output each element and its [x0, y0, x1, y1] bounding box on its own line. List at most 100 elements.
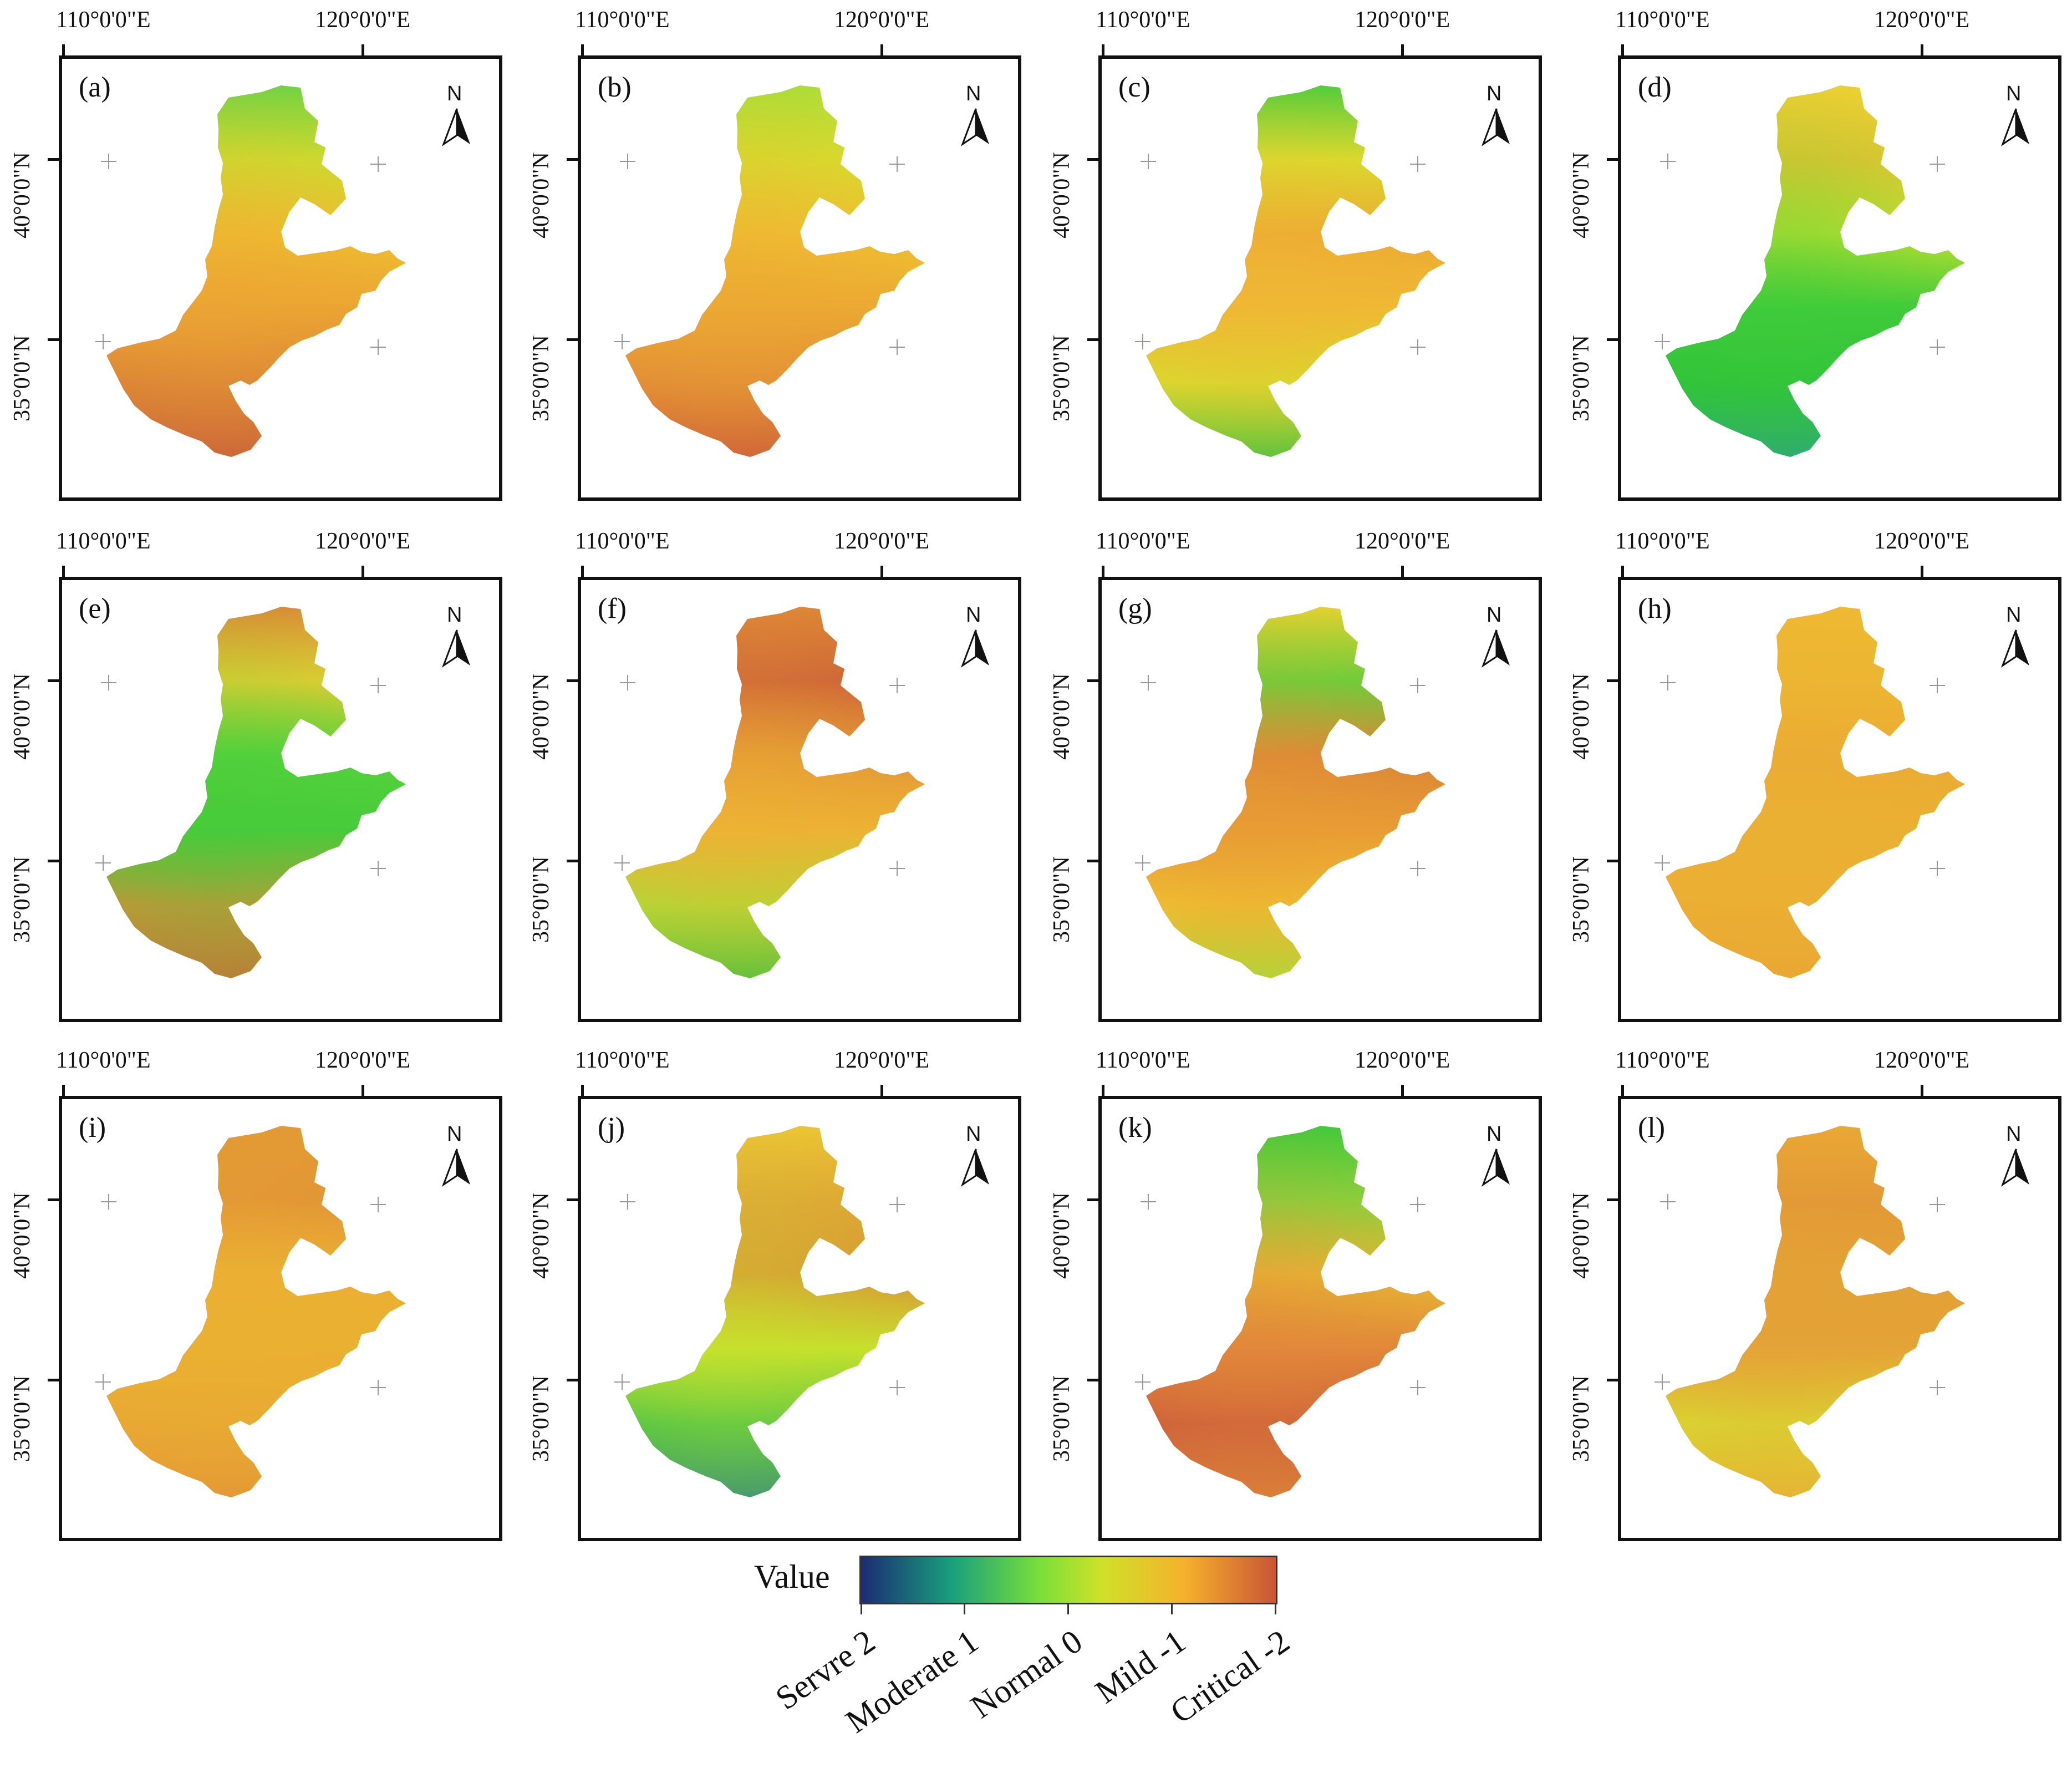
north-label: N	[2006, 82, 2022, 105]
north-arrow-icon: N	[1479, 82, 1523, 165]
lat-label-35n: 35°0'0"N	[1569, 1375, 1594, 1462]
axis-tick	[1607, 1379, 1618, 1381]
axis-tick	[1087, 338, 1098, 341]
axis-tick	[880, 566, 883, 577]
lon-label-120e: 120°0'0"E	[834, 1048, 930, 1073]
axis-tick	[567, 679, 578, 682]
north-arrow-icon: N	[439, 1122, 483, 1206]
map-panel: 110°0'0"E 120°0'0"E 40°0'0"N 35°0'0"N (c) N	[1049, 7, 1542, 501]
panel-label: (b)	[598, 72, 632, 103]
graticule-crosses	[95, 675, 386, 876]
legend: Value Servre 2 Moderate 1 Normal 0 Mild …	[754, 1556, 1364, 1773]
lat-label-40n: 40°0'0"N	[1569, 673, 1594, 760]
axis-tick	[1401, 1085, 1404, 1096]
map-panel: 110°0'0"E 120°0'0"E 40°0'0"N 35°0'0"N (h) N	[1569, 529, 2061, 1022]
map-panel: 110°0'0"E 120°0'0"E 40°0'0"N 35°0'0"N (k) N	[1049, 1048, 1542, 1541]
lat-label-35n: 35°0'0"N	[9, 335, 35, 421]
region-map	[1135, 1126, 1445, 1497]
north-arrow-icon: N	[1479, 603, 1523, 687]
axis-tick	[1607, 679, 1618, 682]
lat-label-35n: 35°0'0"N	[528, 856, 554, 943]
axis-tick	[1607, 338, 1618, 341]
north-label: N	[1486, 1122, 1502, 1146]
graticule-crosses	[614, 675, 905, 876]
axis-tick	[1921, 566, 1923, 577]
north-label: N	[2006, 1122, 2022, 1146]
axis-tick	[62, 44, 65, 55]
region-map	[614, 1126, 925, 1497]
legend-tick	[861, 1604, 862, 1614]
lon-label-120e: 120°0'0"E	[1874, 529, 1970, 554]
lat-label-40n: 40°0'0"N	[1569, 152, 1594, 238]
axis-tick	[48, 338, 59, 341]
map-panel: 110°0'0"E 120°0'0"E 40°0'0"N 35°0'0"N (f) N	[528, 529, 1021, 1022]
region-shading	[1666, 607, 1965, 978]
region-shading	[625, 1126, 925, 1497]
panel-label: (e)	[79, 593, 111, 624]
north-label: N	[966, 82, 981, 105]
lon-label-120e: 120°0'0"E	[1355, 7, 1450, 33]
lon-label-110e: 110°0'0"E	[575, 1048, 670, 1073]
north-label: N	[966, 1122, 981, 1146]
lat-label-40n: 40°0'0"N	[9, 1192, 35, 1279]
panel-label: (d)	[1638, 72, 1672, 103]
axis-tick	[1102, 1085, 1104, 1096]
axis-tick	[1087, 679, 1098, 682]
north-arrow-icon: N	[1998, 1122, 2043, 1206]
region-shading	[106, 85, 406, 457]
graticule-crosses	[1135, 675, 1426, 876]
north-label: N	[966, 603, 981, 627]
lat-label-40n: 40°0'0"N	[1049, 673, 1075, 760]
axis-tick	[1087, 158, 1098, 161]
north-arrow-icon: N	[958, 82, 1002, 165]
lon-label-120e: 120°0'0"E	[315, 7, 411, 33]
north-label: N	[2006, 603, 2022, 627]
panel-label: (g)	[1118, 593, 1152, 624]
lat-label-40n: 40°0'0"N	[528, 1192, 554, 1279]
panel-label: (c)	[1118, 72, 1150, 103]
panel-label: (f)	[598, 593, 627, 624]
north-label: N	[447, 603, 462, 627]
map-frame: (i) N	[59, 1096, 502, 1541]
lat-label-40n: 40°0'0"N	[1049, 1192, 1075, 1279]
region-map	[614, 607, 925, 978]
map-frame: (j) N	[578, 1096, 1021, 1541]
lat-label-40n: 40°0'0"N	[528, 673, 554, 760]
lon-label-110e: 110°0'0"E	[1615, 1048, 1710, 1073]
axis-tick	[362, 1085, 364, 1096]
map-panel: 110°0'0"E 120°0'0"E 40°0'0"N 35°0'0"N (j) N	[528, 1048, 1021, 1541]
region-shading	[1146, 607, 1445, 978]
axis-tick	[880, 1085, 883, 1096]
axis-tick	[1621, 566, 1624, 577]
lon-label-110e: 110°0'0"E	[1096, 7, 1190, 33]
region-map	[1654, 1126, 1965, 1497]
lon-label-110e: 110°0'0"E	[56, 1048, 151, 1073]
lon-label-120e: 120°0'0"E	[834, 529, 930, 554]
axis-tick	[48, 1198, 59, 1201]
graticule-crosses	[1654, 1194, 1945, 1395]
map-frame: (k) N	[1098, 1096, 1542, 1541]
panel-label: (a)	[79, 72, 111, 103]
lat-label-40n: 40°0'0"N	[1049, 152, 1075, 238]
lat-label-35n: 35°0'0"N	[528, 1375, 554, 1462]
lat-label-40n: 40°0'0"N	[9, 152, 35, 238]
axis-tick	[567, 338, 578, 341]
lon-label-120e: 120°0'0"E	[1355, 1048, 1450, 1073]
region-shading	[1666, 85, 1965, 457]
lat-label-35n: 35°0'0"N	[1569, 856, 1594, 943]
region-shading	[1146, 1126, 1445, 1497]
map-panel: 110°0'0"E 120°0'0"E 40°0'0"N 35°0'0"N (e) N	[9, 529, 502, 1022]
axis-tick	[880, 44, 883, 55]
axis-tick	[362, 44, 364, 55]
lat-label-35n: 35°0'0"N	[1049, 335, 1075, 421]
axis-tick	[1621, 44, 1624, 55]
map-panel: 110°0'0"E 120°0'0"E 40°0'0"N 35°0'0"N (b) N	[528, 7, 1021, 501]
axis-tick	[1607, 1198, 1618, 1201]
map-panel: 110°0'0"E 120°0'0"E 40°0'0"N 35°0'0"N (g) N	[1049, 529, 1542, 1022]
map-frame: (d) N	[1618, 55, 2061, 501]
region-map	[95, 607, 406, 978]
axis-tick	[1102, 44, 1104, 55]
region-map	[1135, 85, 1445, 457]
lon-label-110e: 110°0'0"E	[575, 529, 670, 554]
axis-tick	[581, 1085, 584, 1096]
